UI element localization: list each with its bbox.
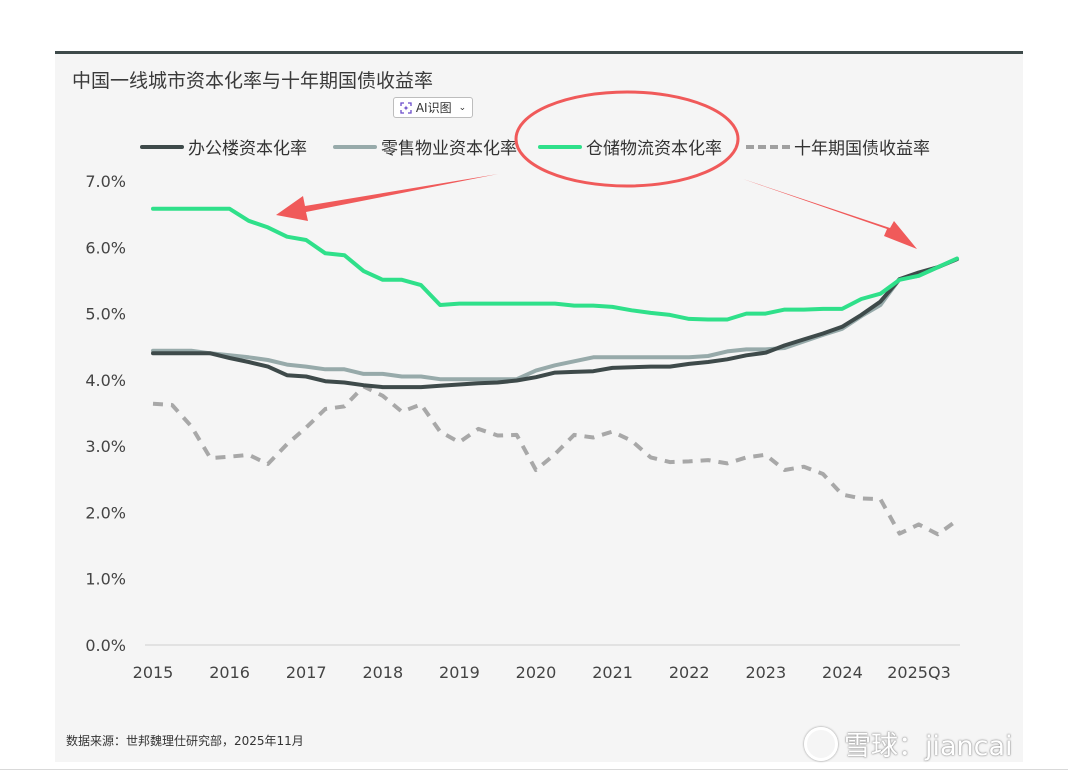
ai-recognize-button[interactable]: AI识图 ⌄ <box>393 97 473 118</box>
legend-swatch-bond <box>746 144 790 149</box>
chart-panel <box>55 54 1023 762</box>
y-tick-label: 5.0% <box>85 305 126 324</box>
legend-item-bond: 十年期国债收益率 <box>746 134 930 159</box>
legend-swatch-office <box>140 144 184 149</box>
legend-label-office: 办公楼资本化率 <box>188 139 307 159</box>
x-tick-label: 2017 <box>286 663 327 682</box>
x-tick-label: 2018 <box>362 663 403 682</box>
series-line-retail <box>151 256 959 382</box>
xueqiu-logo-icon <box>804 726 838 761</box>
x-tick-label: 2015 <box>133 663 174 682</box>
watermark-text: 雪球：jiancai <box>844 731 1013 762</box>
y-tick-label: 6.0% <box>85 238 126 257</box>
chart-title: 中国一线城市资本化率与十年期国债收益率 <box>72 70 434 92</box>
series-line-bond <box>152 384 959 537</box>
legend-item-logistics: 仓储物流资本化率 <box>538 134 722 159</box>
legend-label-logistics: 仓储物流资本化率 <box>586 139 722 159</box>
y-tick-label: 1.0% <box>85 570 126 589</box>
annotation-layer <box>276 90 917 249</box>
legend-label-retail: 零售物业资本化率 <box>381 139 517 159</box>
legend-label-bond: 十年期国债收益率 <box>794 139 930 159</box>
y-tick-label: 7.0% <box>85 172 126 191</box>
legend-swatch-logistics <box>538 144 582 149</box>
axis-layer: 0.0% 1.0% 2.0% 3.0% 4.0% 5.0% 6.0% 7.0% 2015 2016… <box>85 172 960 682</box>
annotation-arrow-left <box>276 174 498 221</box>
y-tick-label: 2.0% <box>85 503 126 522</box>
ai-scan-icon <box>400 101 412 114</box>
series-line-office <box>151 257 959 390</box>
bottom-rule <box>0 769 1068 770</box>
y-tick-label: 0.0% <box>85 636 126 655</box>
y-tick-label: 3.0% <box>85 437 126 456</box>
watermark: 雪球：jiancai <box>804 724 1013 763</box>
x-tick-label: 2020 <box>516 663 557 682</box>
legend-item-retail: 零售物业资本化率 <box>333 134 517 159</box>
x-tick-label: 2022 <box>669 663 710 682</box>
data-source-note: 数据来源：世邦魏理仕研究部，2025年11月 <box>66 734 304 748</box>
chevron-down-icon: ⌄ <box>458 102 467 113</box>
series-line-logistics <box>151 206 959 322</box>
x-tick-label: 2024 <box>822 663 863 682</box>
x-tick-label: 2016 <box>209 663 250 682</box>
x-tick-label: 2023 <box>745 663 786 682</box>
legend-swatch-retail <box>333 144 377 149</box>
annotation-ellipse <box>514 90 740 188</box>
x-tick-label: 2025Q3 <box>887 663 951 682</box>
series-layer <box>151 206 959 537</box>
y-tick-label: 4.0% <box>85 371 126 390</box>
top-rule <box>55 51 1023 54</box>
legend-item-office: 办公楼资本化率 <box>140 134 307 159</box>
annotation-arrow-right <box>743 179 917 249</box>
x-tick-label: 2021 <box>592 663 633 682</box>
x-tick-label: 2019 <box>439 663 480 682</box>
ai-button-label: AI识图 <box>415 101 452 115</box>
